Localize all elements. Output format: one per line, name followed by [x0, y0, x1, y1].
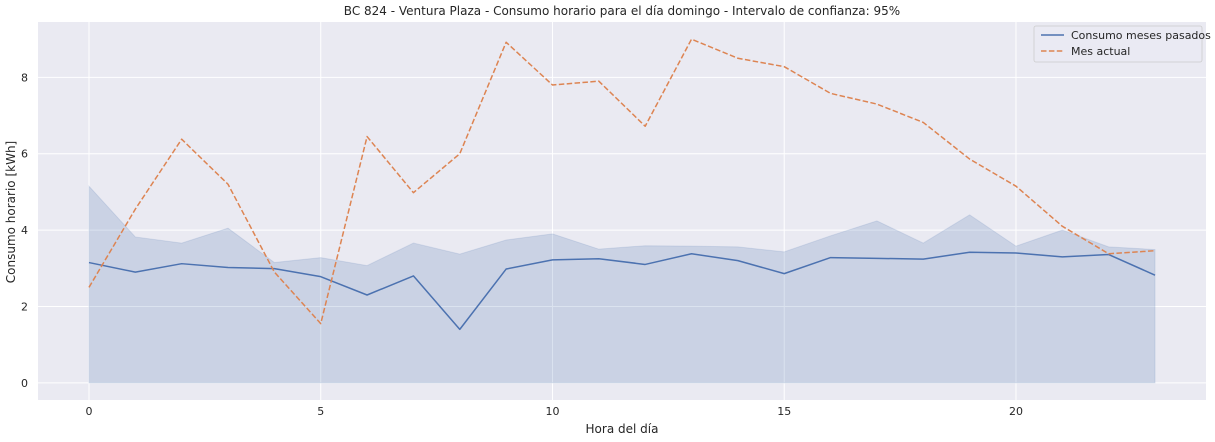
plot-background — [38, 22, 1206, 400]
x-tick-label: 20 — [1009, 405, 1023, 418]
x-tick-label: 15 — [777, 405, 791, 418]
legend-box — [1033, 25, 1203, 63]
x-tick-label: 0 — [85, 405, 92, 418]
y-tick-label: 0 — [21, 377, 28, 390]
legend: Consumo meses pasados Mes actual — [1033, 25, 1211, 63]
x-tick-label: 10 — [545, 405, 559, 418]
x-axis-label: Hora del día — [586, 422, 659, 436]
series-lines — [88, 38, 1156, 331]
confidence-bands — [88, 184, 1156, 384]
legend-label-consumo: Consumo meses pasados — [1071, 29, 1211, 42]
confidence-band-0 — [88, 184, 1156, 384]
y-tick-label: 8 — [21, 71, 28, 84]
y-tick-label: 2 — [21, 300, 28, 313]
chart-title: BC 824 - Ventura Plaza - Consumo horario… — [344, 4, 900, 18]
x-tick-label: 5 — [317, 405, 324, 418]
y-tick-label: 6 — [21, 148, 28, 161]
series-line-1 — [88, 38, 1156, 325]
y-tick-label: 4 — [21, 224, 28, 237]
series-line-0 — [88, 251, 1156, 331]
tick-labels: 0 5 10 15 20 0 2 4 6 8 — [21, 71, 1023, 418]
legend-label-mes-actual: Mes actual — [1071, 45, 1130, 58]
y-axis-label: Consumo horario [kWh] — [4, 141, 18, 283]
